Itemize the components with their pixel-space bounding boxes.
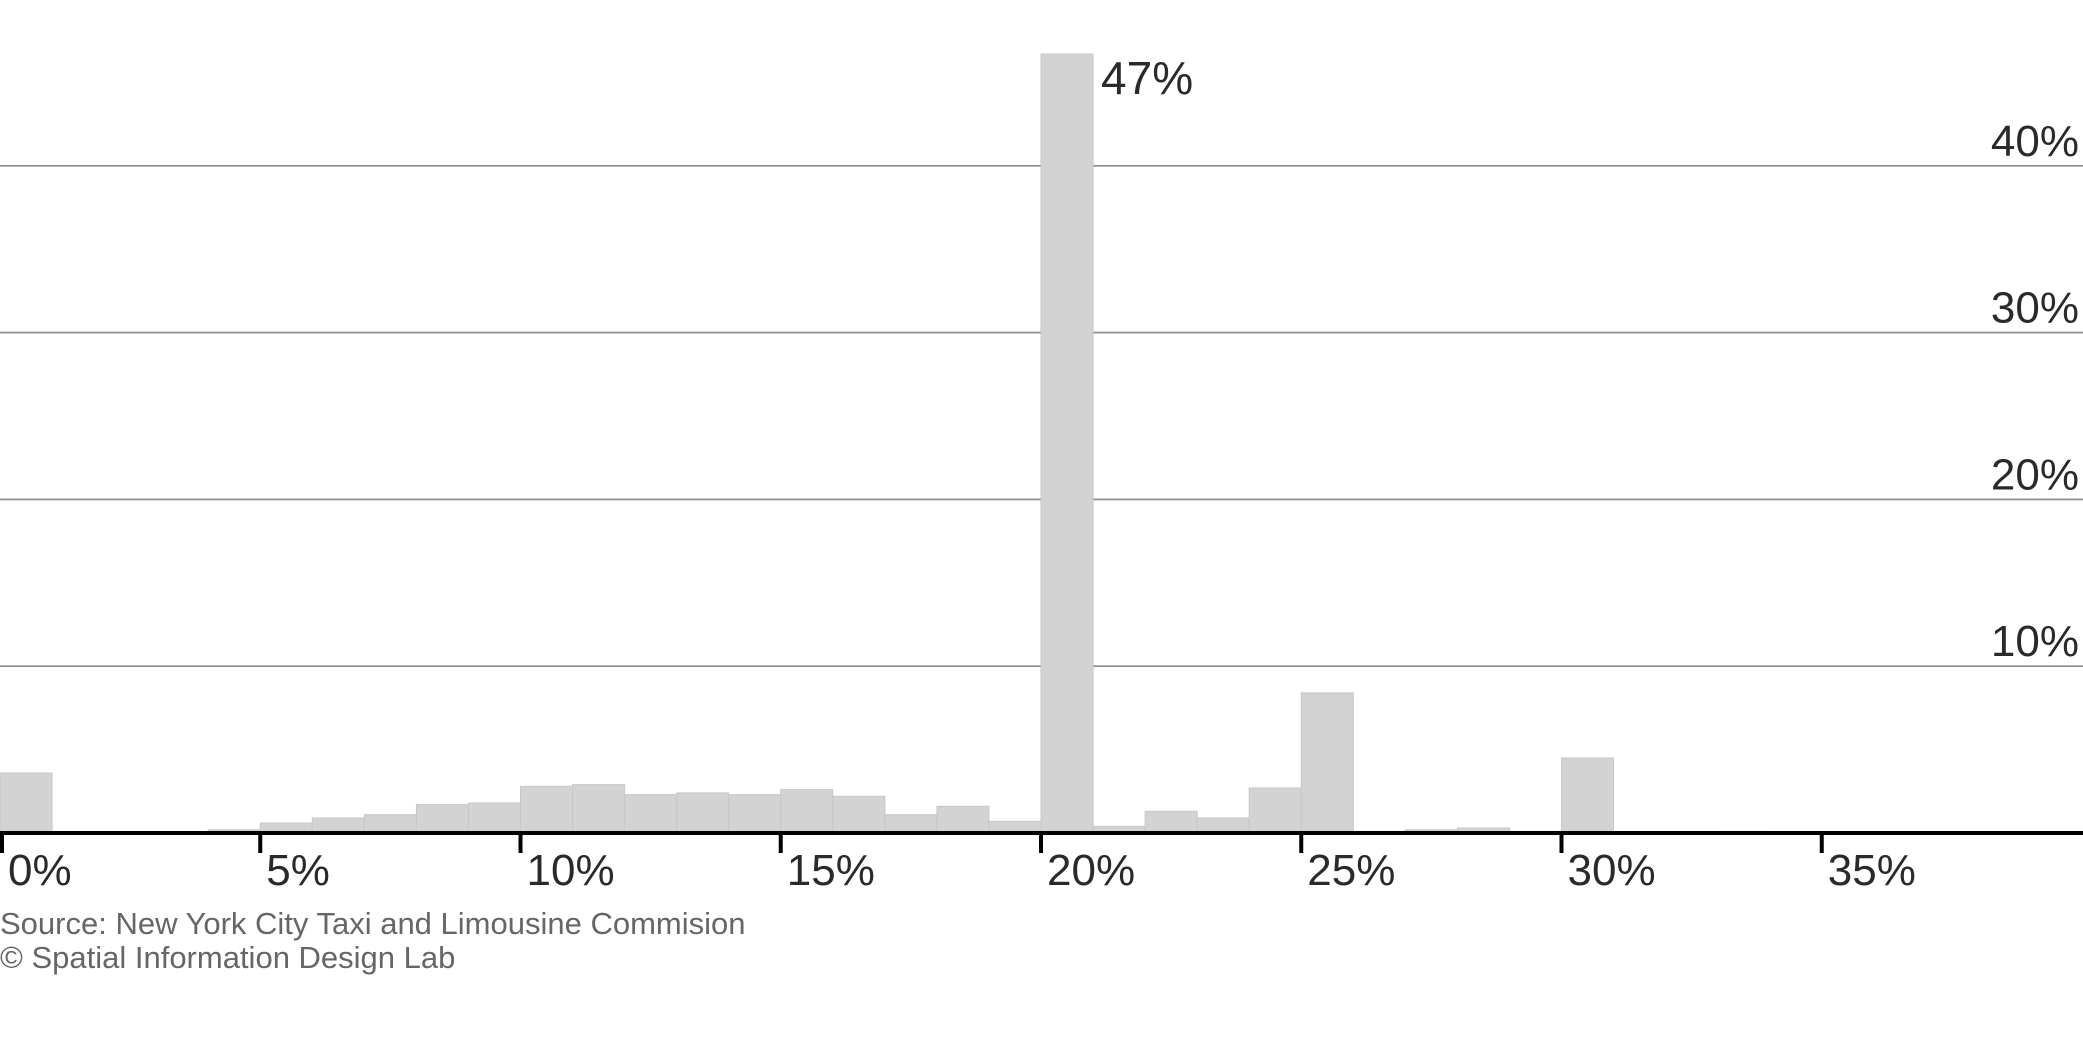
- x-tick-label-30: 30%: [1568, 846, 1656, 895]
- y-tick-label-10: 10%: [1991, 617, 2079, 666]
- y-tick-label-30: 30%: [1991, 284, 2079, 333]
- x-tick-label-5: 5%: [266, 846, 330, 895]
- peak-annotation: 47%: [1101, 52, 1193, 104]
- bar-25: [1300, 692, 1354, 834]
- x-tick-label-15: 15%: [787, 846, 875, 895]
- bar-17: [884, 814, 938, 834]
- bar-20: [1040, 53, 1094, 834]
- bar-6: [311, 817, 365, 834]
- y-tick-label-20: 20%: [1991, 450, 2079, 499]
- bar-18: [936, 805, 990, 834]
- bar-15: [780, 789, 834, 834]
- x-tick-label-35: 35%: [1828, 846, 1916, 895]
- bar-22: [1144, 810, 1198, 834]
- x-tick-label-0: 0%: [8, 846, 72, 895]
- bar-30: [1561, 757, 1615, 834]
- histogram-chart: 10% 20% 30% 40% 0% 5% 10% 15% 20% 25% 30% 35% 47%: [0, 52, 2083, 895]
- x-tick-label-20: 20%: [1047, 846, 1135, 895]
- x-axis: [0, 831, 2083, 853]
- bar-13: [676, 792, 730, 834]
- x-tick-label-10: 10%: [527, 846, 615, 895]
- bar-14: [728, 794, 782, 834]
- labels: 10% 20% 30% 40% 0% 5% 10% 15% 20% 25% 30% 35% 47%: [8, 52, 2079, 895]
- bar-24: [1248, 787, 1302, 834]
- bar-10: [520, 785, 574, 834]
- x-tick-label-25: 25%: [1307, 846, 1395, 895]
- bar-7: [363, 814, 417, 834]
- copyright-note: © Spatial Information Design Lab: [0, 940, 456, 975]
- bar-16: [832, 795, 886, 834]
- bar-12: [624, 794, 678, 834]
- bars: [0, 53, 1771, 834]
- bar-23: [1196, 817, 1250, 834]
- bar-9: [467, 802, 522, 834]
- source-note: Source: New York City Taxi and Limousine…: [0, 906, 746, 941]
- y-tick-label-40: 40%: [1991, 117, 2079, 166]
- bar-0: [0, 772, 53, 834]
- bar-11: [572, 784, 626, 834]
- bar-8: [415, 804, 469, 834]
